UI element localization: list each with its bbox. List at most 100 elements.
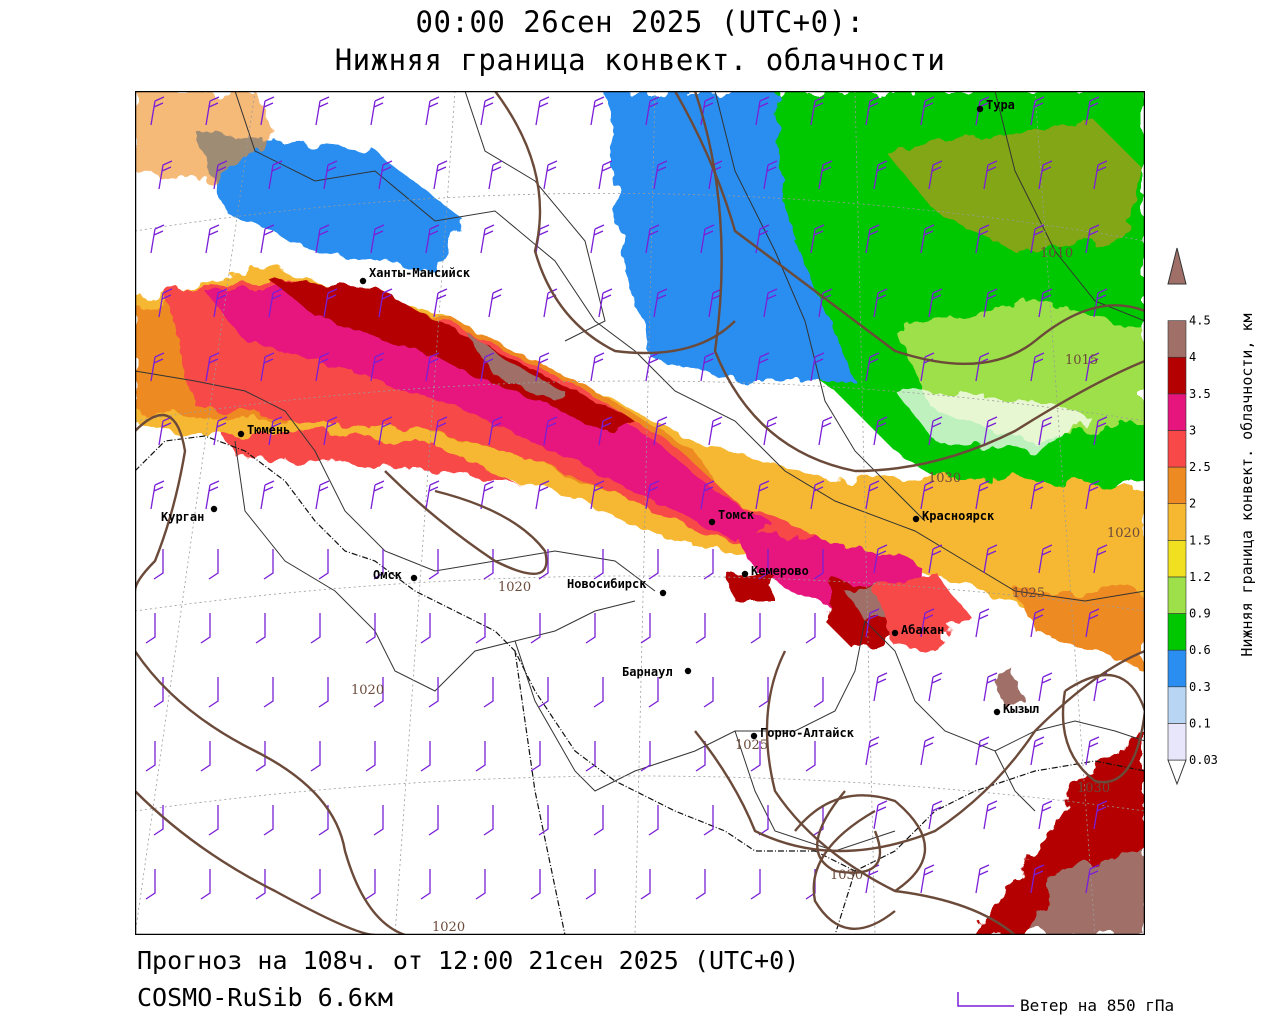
wind-barb bbox=[1030, 224, 1045, 254]
wind-barb bbox=[530, 869, 541, 900]
wind-barb bbox=[200, 741, 211, 772]
wind-barb bbox=[810, 352, 825, 382]
city-tura[interactable]: Тура bbox=[976, 98, 1015, 113]
wind-barb bbox=[428, 549, 439, 580]
model-info: COSMO-RuSib 6.6км bbox=[137, 983, 393, 1012]
wind-barb bbox=[703, 677, 714, 708]
city-kemerovo[interactable]: Кемерово bbox=[741, 564, 809, 578]
wind-barb bbox=[763, 288, 778, 318]
wind-barb bbox=[268, 160, 283, 190]
colorbar-swatch bbox=[1167, 540, 1187, 578]
city-khanty-mansiysk[interactable]: Ханты-Мансийск bbox=[359, 266, 471, 285]
wind-barb bbox=[378, 160, 393, 190]
wind-barb bbox=[425, 96, 440, 126]
wind-barb bbox=[428, 677, 439, 708]
wind-barb bbox=[593, 805, 604, 836]
wind-barb bbox=[975, 608, 990, 638]
isobar-label: 1020 bbox=[351, 683, 384, 698]
colorbar-title: Нижняя граница конвект. облачности, км bbox=[1232, 250, 1262, 720]
wind-barb bbox=[873, 288, 888, 318]
wind-barb bbox=[268, 416, 283, 446]
wind-barb bbox=[145, 741, 156, 772]
city-kyzyl[interactable]: Кызыл bbox=[993, 702, 1039, 716]
wind-barb bbox=[700, 352, 715, 382]
wind-barb bbox=[758, 549, 769, 580]
wind-barb bbox=[255, 869, 266, 900]
colorbar-ticks: 0.03 0.1 0.3 0.6 0.9 1.2 1.5 2 2.5 3 3.5 4 4.5 bbox=[1189, 314, 1218, 767]
wind-barb bbox=[318, 677, 329, 708]
wind-barb bbox=[145, 613, 156, 644]
wind-barb bbox=[983, 288, 998, 318]
wind-barb bbox=[483, 677, 494, 708]
wind-barb bbox=[483, 805, 494, 836]
wind-barb bbox=[213, 288, 228, 318]
wind-barb bbox=[1085, 224, 1100, 254]
city-tyumen[interactable]: Тюмень bbox=[237, 423, 291, 438]
colorbar-swatch bbox=[1167, 576, 1187, 614]
city-label: Омск bbox=[373, 568, 403, 582]
wind-barb bbox=[695, 869, 706, 900]
colorbar-tick-label: 1.2 bbox=[1189, 570, 1211, 584]
wind-barb bbox=[928, 416, 943, 446]
wind-barb-icon bbox=[957, 992, 1014, 1007]
colorbar-tick-label: 2 bbox=[1189, 497, 1196, 511]
wind-barb bbox=[873, 672, 888, 702]
wind-barb bbox=[1038, 160, 1053, 190]
wind-barb bbox=[425, 352, 440, 382]
city-barnaul[interactable]: Барнаул bbox=[622, 665, 692, 679]
wind-barb bbox=[865, 352, 880, 382]
wind-barb bbox=[873, 544, 888, 574]
wind-barb bbox=[865, 96, 880, 126]
wind-barb bbox=[213, 416, 228, 446]
title-datetime: 00:00 26сен 2025 (UTC+0): bbox=[415, 5, 865, 39]
wind-barb bbox=[433, 416, 448, 446]
wind-barb bbox=[158, 160, 173, 190]
wind-barb bbox=[205, 224, 220, 254]
wind-barb bbox=[928, 288, 943, 318]
wind-barb bbox=[750, 613, 761, 644]
isobar-label: 1025 bbox=[1012, 586, 1045, 601]
wind-barb bbox=[758, 805, 769, 836]
wind-barb bbox=[145, 869, 156, 900]
wind-barb bbox=[150, 224, 165, 254]
wind-barb bbox=[255, 613, 266, 644]
city-abakan[interactable]: Абакан bbox=[891, 623, 945, 637]
wind-legend-label: Ветер на 850 гПа bbox=[1020, 996, 1175, 1015]
wind-barb bbox=[1038, 544, 1053, 574]
wind-barb bbox=[365, 613, 376, 644]
wind-barb bbox=[703, 805, 714, 836]
wind-barb bbox=[590, 480, 605, 510]
wind-barb bbox=[315, 96, 330, 126]
wind-barb bbox=[323, 288, 338, 318]
wind-barb bbox=[483, 549, 494, 580]
city-kurgan[interactable]: Курган bbox=[161, 505, 218, 524]
wind-barb bbox=[538, 677, 549, 708]
city-omsk[interactable]: Омск bbox=[373, 568, 418, 582]
colorbar-swatch bbox=[1167, 356, 1187, 395]
wind-barb bbox=[975, 224, 990, 254]
colorbar-tick-label: 0.03 bbox=[1189, 753, 1218, 767]
city-tomsk[interactable]: Томск bbox=[708, 508, 755, 526]
city-krasnoyarsk[interactable]: Красноярск bbox=[912, 509, 995, 523]
wind-barb bbox=[1085, 480, 1100, 510]
city-gorno-altaysk[interactable]: Горно-Алтайск bbox=[750, 726, 855, 740]
title-parameter: Нижняя граница конвект. облачности bbox=[334, 43, 946, 77]
colorbar-max-arrow bbox=[1167, 247, 1187, 285]
city-label: Кызыл bbox=[1003, 702, 1039, 716]
wind-barb bbox=[695, 613, 706, 644]
wind-barb bbox=[920, 480, 935, 510]
colorbar-tick-label: 3 bbox=[1189, 423, 1196, 437]
colorbar-tick-label: 2.5 bbox=[1189, 460, 1211, 474]
wind-barb bbox=[1030, 480, 1045, 510]
city-label: Барнаул bbox=[622, 665, 673, 679]
city-novosibirsk[interactable]: Новосибирск bbox=[567, 577, 667, 597]
wind-barb bbox=[310, 613, 321, 644]
colorbar-tick-label: 4 bbox=[1189, 350, 1196, 364]
wind-barb bbox=[530, 613, 541, 644]
wind-barb bbox=[975, 736, 990, 766]
wind-barb bbox=[1030, 736, 1045, 766]
wind-legend: Ветер на 850 гПа bbox=[956, 990, 1276, 1020]
wind-barb bbox=[205, 96, 220, 126]
city-label: Новосибирск bbox=[567, 577, 647, 591]
wind-barb bbox=[475, 613, 486, 644]
